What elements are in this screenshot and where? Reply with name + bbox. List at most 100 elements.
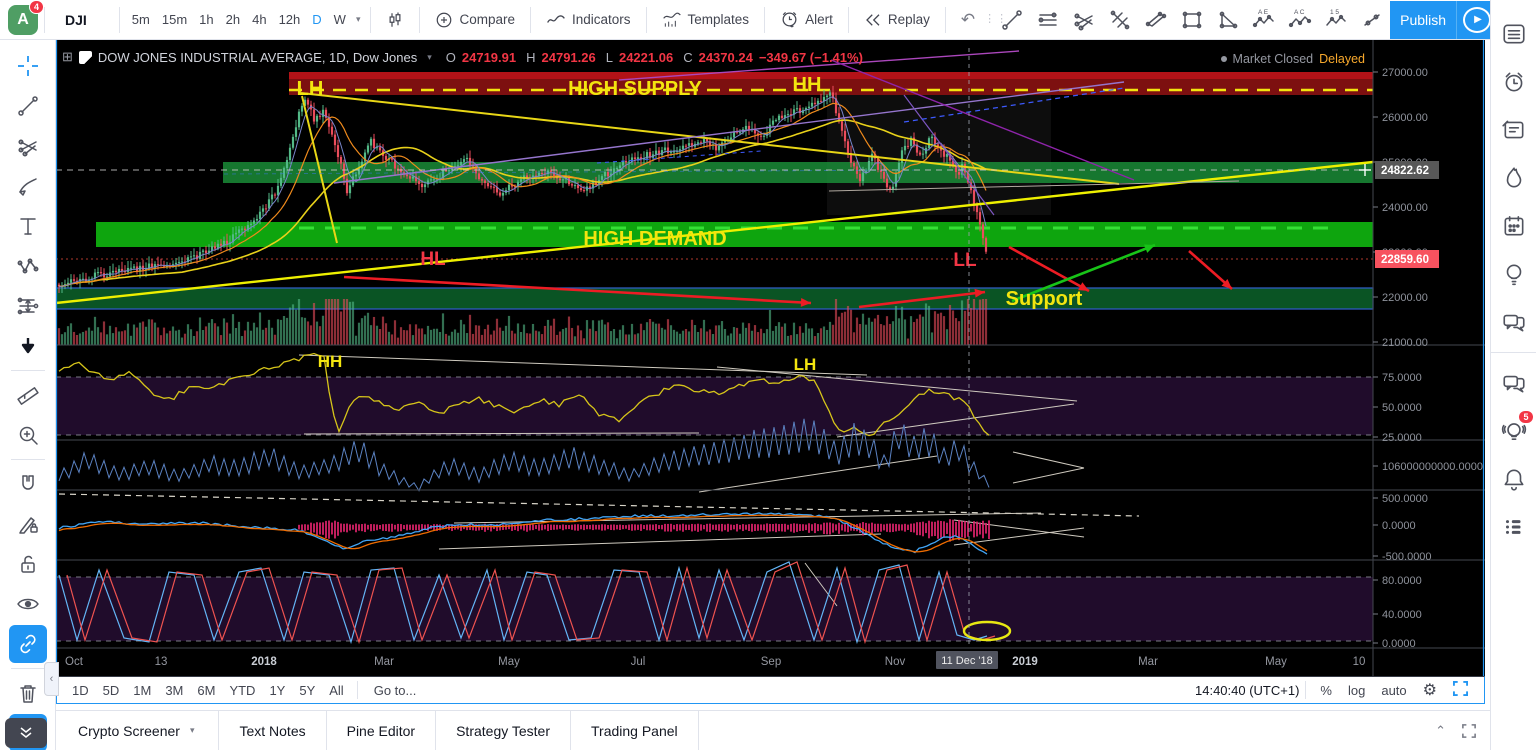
tool-magnet[interactable] — [9, 465, 47, 503]
annotation-arrow[interactable] — [800, 297, 811, 307]
layout-grid-icon[interactable]: ⊞ — [62, 49, 73, 64]
tab-strategy-tester[interactable]: Strategy Tester — [436, 711, 571, 750]
tool-link[interactable] — [8, 625, 47, 663]
tab-pine-editor[interactable]: Pine Editor — [327, 711, 437, 750]
clock[interactable]: 14:40:40 (UTC+1) — [1195, 682, 1300, 698]
sidebar-journal[interactable] — [1497, 113, 1531, 147]
range-ytd[interactable]: YTD — [229, 682, 256, 698]
auto-scale-button[interactable]: auto — [1381, 682, 1407, 698]
log-scale-button[interactable]: log — [1347, 682, 1366, 698]
tool-text[interactable] — [9, 207, 47, 245]
chart-settings-gear-icon[interactable]: ⚙ — [1422, 682, 1437, 699]
drawing-elliott-15[interactable]: 1 5 — [1318, 4, 1354, 36]
timeframe-4h[interactable]: 4h — [252, 12, 267, 27]
chart-style-button[interactable] — [377, 7, 413, 33]
compare-button[interactable]: Compare — [426, 7, 524, 33]
drawing-horizontal-lines[interactable] — [1030, 4, 1066, 36]
tab-crypto-screener[interactable]: Crypto Screener ▾ — [56, 711, 220, 750]
range-all[interactable]: All — [329, 682, 344, 698]
annotation-label[interactable]: HIGH DEMAND — [583, 228, 726, 250]
timeframe-2h[interactable]: 2h — [225, 12, 241, 27]
timeframe-12h[interactable]: 12h — [278, 12, 301, 27]
drawing-trend-line[interactable] — [994, 4, 1030, 36]
tool-hide[interactable] — [9, 585, 47, 623]
tool-pitchfork[interactable] — [9, 127, 47, 165]
hide-drawings-panel-button[interactable] — [5, 718, 47, 748]
range-1d[interactable]: 1D — [72, 682, 89, 698]
tool-lock[interactable] — [9, 545, 47, 583]
symbol-search-button[interactable]: DJI — [65, 11, 87, 28]
tool-xabcd-pattern[interactable] — [9, 247, 47, 285]
tool-ruler[interactable] — [9, 376, 47, 414]
annotation-arrow[interactable] — [1078, 282, 1089, 291]
panel-fullscreen-icon[interactable] — [1462, 723, 1476, 738]
fullscreen-icon[interactable] — [1445, 679, 1476, 701]
tool-zoom-in[interactable] — [9, 416, 47, 454]
legend-chevron-icon[interactable]: ▾ — [427, 51, 432, 62]
annotation-label[interactable]: LL — [953, 250, 977, 271]
drawing-line-segment[interactable] — [1354, 4, 1390, 36]
sidebar-alerts-bell[interactable] — [1497, 462, 1531, 496]
drawing-pitchfork[interactable] — [1066, 4, 1102, 36]
zone-resistance-24822[interactable] — [223, 162, 1373, 183]
drawing-triangle[interactable] — [1210, 4, 1246, 36]
templates-button[interactable]: Templates — [653, 7, 759, 33]
sidebar-notifications-ideas[interactable]: 5 — [1497, 411, 1533, 448]
timeframe-1h[interactable]: 1h — [199, 12, 214, 27]
timeframe-5m[interactable]: 5m — [131, 12, 150, 27]
annotation-arrow[interactable] — [974, 288, 985, 298]
annotation-label[interactable]: Support — [1006, 288, 1083, 310]
percent-scale-button[interactable]: % — [1320, 682, 1332, 698]
goto-button[interactable]: Go to... — [373, 682, 417, 698]
range-5d[interactable]: 5D — [102, 682, 120, 698]
chevron-down-icon[interactable]: ▾ — [355, 14, 361, 24]
range-5y[interactable]: 5Y — [299, 682, 316, 698]
indicators-button[interactable]: Indicators — [537, 8, 640, 32]
sidebar-collapse-handle[interactable]: ‹ — [44, 662, 59, 696]
annotation-label[interactable]: LH — [297, 78, 324, 100]
range-3m[interactable]: 3M — [165, 682, 184, 698]
sidebar-chats[interactable] — [1497, 305, 1531, 339]
publish-button[interactable]: Publish — [1390, 0, 1457, 39]
annotation-ellipse[interactable] — [962, 620, 1012, 642]
tool-brush[interactable] — [9, 167, 47, 205]
range-6m[interactable]: 6M — [197, 682, 216, 698]
tool-forecast[interactable] — [9, 287, 47, 325]
tool-crosshair[interactable] — [9, 47, 47, 85]
sidebar-calendar[interactable] — [1497, 209, 1531, 243]
sidebar-public-chats[interactable] — [1497, 366, 1531, 400]
drawing-parallel-channel[interactable] — [1138, 4, 1174, 36]
zone-high-demand[interactable] — [96, 222, 1373, 247]
alert-button[interactable]: Alert — [771, 6, 842, 33]
annotation-label[interactable]: HIGH SUPPLY — [568, 78, 702, 100]
timeframe-15m[interactable]: 15m — [161, 12, 188, 27]
timeframe-W[interactable]: W — [333, 12, 346, 27]
tool-drawing-mode[interactable] — [9, 505, 47, 543]
annotation-label[interactable]: HL — [420, 249, 446, 270]
range-1y[interactable]: 1Y — [269, 682, 286, 698]
undo-button[interactable]: ↶ — [960, 9, 976, 29]
panel-collapse-chevron-icon[interactable]: ⌃ — [1435, 722, 1446, 738]
tool-trend-line[interactable] — [9, 87, 47, 125]
annotation-label[interactable]: HH — [318, 352, 343, 371]
toolbar-drag-handle[interactable]: ⋮⋮ — [984, 13, 1009, 25]
drawing-pattern-ac[interactable]: A C — [1282, 4, 1318, 36]
drawing-rectangle[interactable] — [1174, 4, 1210, 36]
drawing-elliott-ae[interactable]: A E — [1246, 4, 1282, 36]
range-1m[interactable]: 1M — [133, 682, 152, 698]
annotation-arrow[interactable] — [1144, 244, 1155, 253]
annotation-label[interactable]: LH — [794, 355, 817, 374]
tool-arrow-mark-down[interactable] — [9, 327, 47, 365]
drawing-gann[interactable] — [1102, 4, 1138, 36]
sidebar-apps-grid[interactable] — [1497, 510, 1531, 544]
sidebar-ideas[interactable] — [1497, 257, 1531, 291]
user-avatar[interactable]: A 4 — [8, 0, 44, 35]
symbol-title[interactable]: DOW JONES INDUSTRIAL AVERAGE, 1D, Dow Jo… — [97, 49, 418, 65]
annotation-arrow[interactable] — [1221, 278, 1232, 289]
timeframe-D[interactable]: D — [312, 12, 322, 27]
tool-remove[interactable] — [9, 674, 47, 712]
sidebar-hotlists[interactable] — [1497, 161, 1531, 195]
replay-button[interactable]: Replay — [855, 8, 939, 32]
tab-text-notes[interactable]: Text Notes — [219, 711, 327, 750]
